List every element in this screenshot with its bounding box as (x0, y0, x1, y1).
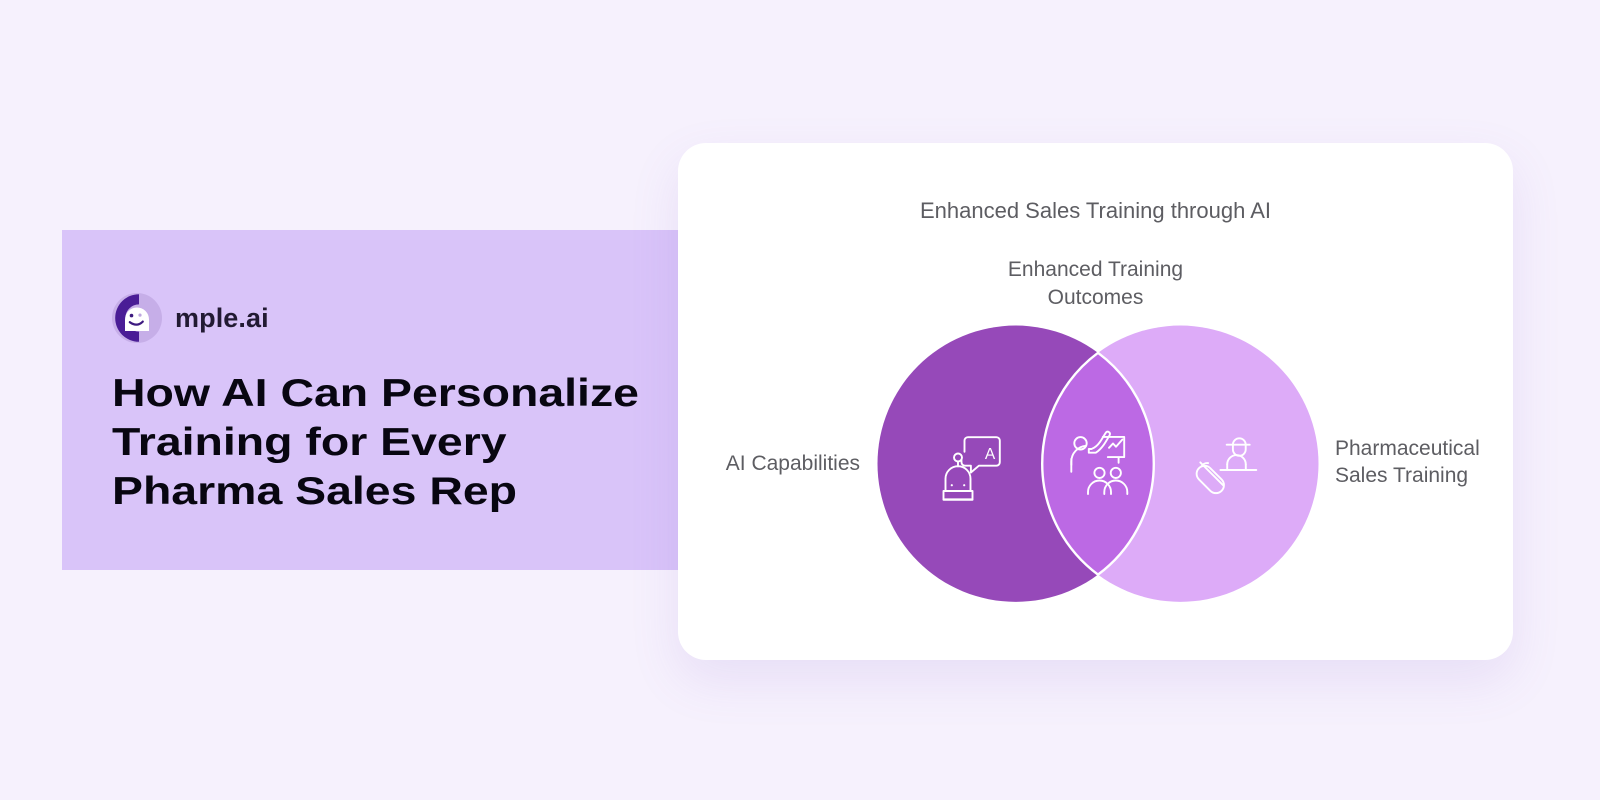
svg-text:A: A (985, 446, 996, 463)
